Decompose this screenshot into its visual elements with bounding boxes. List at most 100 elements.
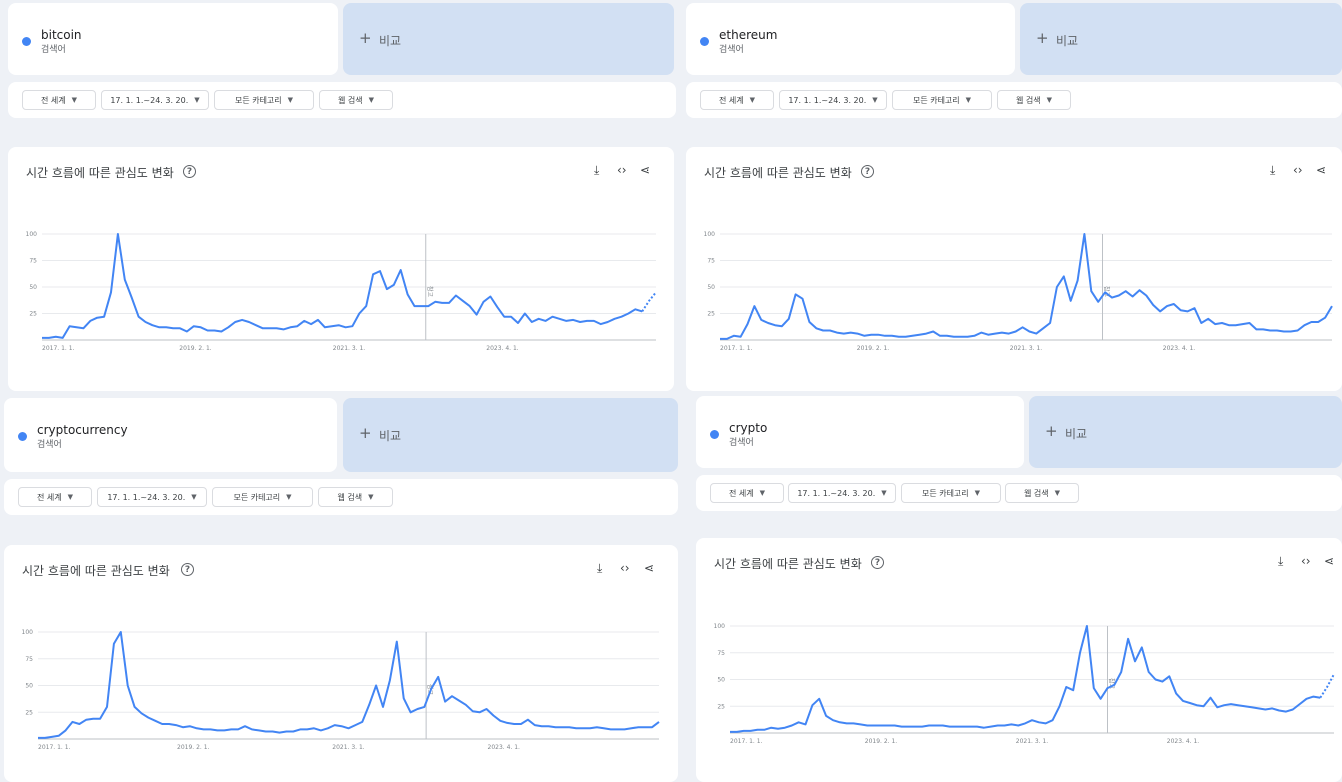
compare-label: 비교 bbox=[379, 429, 402, 443]
category-filter[interactable]: 모든 카테고리 ▼ bbox=[901, 483, 1001, 503]
trend-chart: 100 75 50 25 참고 2017. 1. 1. 2019. 2. 1. 2021. 3… bbox=[704, 231, 1333, 352]
help-circle-icon[interactable]: ? bbox=[183, 165, 196, 178]
region-filter[interactable]: 전 세계 ▼ bbox=[22, 90, 96, 110]
search-term-name: ethereum bbox=[719, 28, 778, 42]
search-term-name: bitcoin bbox=[41, 28, 82, 42]
compare-label: 비교 bbox=[1056, 34, 1079, 48]
plus-icon: + bbox=[1045, 422, 1058, 440]
download-icon[interactable]: ⤓ bbox=[1278, 554, 1284, 568]
y-tick-label: 25 bbox=[29, 311, 37, 318]
compare-button[interactable]: + 비교 bbox=[1029, 396, 1342, 468]
caret-down-icon: ▼ bbox=[67, 493, 73, 501]
search-term-card[interactable]: crypto 검색어 bbox=[696, 396, 1024, 468]
date-range-filter-label: 17. 1. 1.~24. 3. 20. bbox=[110, 95, 189, 105]
x-tick-label: 2021. 3. 1. bbox=[1010, 345, 1043, 352]
trends-panel-cryptocurrency: cryptocurrency 검색어 + 비교 전 세계 ▼ 17. 1. 1.~… bbox=[4, 398, 678, 782]
caret-down-icon: ▼ bbox=[974, 489, 981, 497]
share-icon[interactable]: ⋖ bbox=[1316, 163, 1327, 177]
series-color-dot bbox=[710, 430, 719, 439]
search-term-label: 검색어 bbox=[729, 438, 754, 448]
search-type-filter-label: 웹 검색 bbox=[1015, 95, 1041, 105]
search-type-filter[interactable]: 웹 검색 ▼ bbox=[997, 90, 1071, 110]
date-range-filter[interactable]: 17. 1. 1.~24. 3. 20. ▼ bbox=[97, 487, 207, 507]
caret-down-icon: ▼ bbox=[881, 489, 887, 497]
code-icon[interactable]: ‹› bbox=[1301, 554, 1311, 568]
download-icon[interactable]: ⤓ bbox=[597, 561, 603, 575]
x-tick-label: 2023. 4. 1. bbox=[486, 345, 519, 352]
help-circle-icon[interactable]: ? bbox=[181, 563, 194, 576]
chart-title: 시간 흐름에 따른 관심도 변화 bbox=[26, 166, 174, 180]
annotation-label: 참고 bbox=[1108, 678, 1116, 690]
y-tick-label: 100 bbox=[22, 629, 34, 636]
region-filter-label: 전 세계 bbox=[718, 95, 744, 105]
x-tick-label: 2023. 4. 1. bbox=[1167, 738, 1200, 745]
series-color-dot bbox=[22, 37, 31, 46]
region-filter[interactable]: 전 세계 ▼ bbox=[18, 487, 92, 507]
date-range-filter[interactable]: 17. 1. 1.~24. 3. 20. ▼ bbox=[788, 483, 896, 503]
search-term-card[interactable]: bitcoin 검색어 bbox=[8, 3, 338, 75]
search-term-name: crypto bbox=[729, 421, 768, 435]
search-term-label: 검색어 bbox=[41, 45, 66, 55]
category-filter[interactable]: 모든 카테고리 ▼ bbox=[214, 90, 314, 110]
region-filter-label: 전 세계 bbox=[36, 492, 62, 502]
y-tick-label: 50 bbox=[707, 284, 715, 291]
x-tick-label: 2019. 2. 1. bbox=[857, 345, 890, 352]
search-type-filter-label: 웹 검색 bbox=[337, 492, 363, 502]
share-icon[interactable]: ⋖ bbox=[640, 163, 651, 177]
compare-button[interactable]: + 비교 bbox=[343, 398, 678, 472]
download-icon[interactable]: ⤓ bbox=[594, 163, 600, 177]
compare-label: 비교 bbox=[1065, 427, 1088, 441]
x-tick-label: 2019. 2. 1. bbox=[177, 744, 210, 751]
search-type-filter-label: 웹 검색 bbox=[1023, 488, 1049, 498]
search-type-filter[interactable]: 웹 검색 ▼ bbox=[319, 90, 393, 110]
category-filter-label: 모든 카테고리 bbox=[921, 488, 969, 498]
share-icon[interactable]: ⋖ bbox=[644, 561, 655, 575]
date-range-filter-label: 17. 1. 1.~24. 3. 20. bbox=[797, 488, 876, 498]
series-line bbox=[42, 233, 643, 339]
x-tick-label: 2023. 4. 1. bbox=[488, 744, 521, 751]
x-tick-label: 2021. 3. 1. bbox=[1016, 738, 1049, 745]
date-range-filter[interactable]: 17. 1. 1.~24. 3. 20. ▼ bbox=[101, 90, 209, 110]
share-icon[interactable]: ⋖ bbox=[1324, 554, 1335, 568]
region-filter[interactable]: 전 세계 ▼ bbox=[710, 483, 784, 503]
y-tick-label: 50 bbox=[29, 284, 37, 291]
search-type-filter-label: 웹 검색 bbox=[337, 95, 363, 105]
help-circle-icon[interactable]: ? bbox=[871, 556, 884, 569]
trend-chart: 100 75 50 25 참고 2017. 1. 1. 2019. 2. 1. 2021. 3… bbox=[26, 231, 657, 352]
search-term-name: cryptocurrency bbox=[37, 423, 128, 437]
code-icon[interactable]: ‹› bbox=[1293, 163, 1303, 177]
caret-down-icon: ▼ bbox=[368, 493, 374, 501]
category-filter-label: 모든 카테고리 bbox=[233, 492, 281, 502]
category-filter[interactable]: 모든 카테고리 ▼ bbox=[892, 90, 992, 110]
filter-bar: 전 세계 ▼ 17. 1. 1.~24. 3. 20. ▼ 모든 카테고리 ▼ 웹 검… bbox=[686, 82, 1342, 118]
date-range-filter[interactable]: 17. 1. 1.~24. 3. 20. ▼ bbox=[779, 90, 887, 110]
region-filter[interactable]: 전 세계 ▼ bbox=[700, 90, 774, 110]
interest-over-time-card: 시간 흐름에 따른 관심도 변화 ? ⤓ ‹› ⋖ 100 75 50 25 참고 201… bbox=[4, 545, 678, 782]
series-color-dot bbox=[18, 432, 27, 441]
search-type-filter[interactable]: 웹 검색 ▼ bbox=[1005, 483, 1079, 503]
code-icon[interactable]: ‹› bbox=[620, 561, 630, 575]
date-range-filter-label: 17. 1. 1.~24. 3. 20. bbox=[107, 492, 186, 502]
compare-button[interactable]: + 비교 bbox=[1020, 3, 1342, 75]
category-filter[interactable]: 모든 카테고리 ▼ bbox=[212, 487, 313, 507]
plus-icon: + bbox=[359, 424, 372, 442]
caret-down-icon: ▼ bbox=[872, 96, 878, 104]
search-term-card[interactable]: ethereum 검색어 bbox=[686, 3, 1015, 75]
partial-data-line bbox=[1319, 673, 1335, 699]
x-tick-label: 2017. 1. 1. bbox=[42, 345, 75, 352]
y-tick-label: 25 bbox=[717, 703, 725, 710]
x-tick-label: 2017. 1. 1. bbox=[730, 738, 763, 745]
trends-panel-ethereum: ethereum 검색어 + 비교 전 세계 ▼ 17. 1. 1.~24. 3.… bbox=[686, 3, 1342, 391]
code-icon[interactable]: ‹› bbox=[617, 163, 627, 177]
search-type-filter[interactable]: 웹 검색 ▼ bbox=[318, 487, 393, 507]
y-tick-label: 25 bbox=[707, 311, 715, 318]
series-line bbox=[38, 631, 660, 739]
x-tick-label: 2023. 4. 1. bbox=[1163, 345, 1196, 352]
caret-down-icon: ▼ bbox=[1046, 96, 1052, 104]
plus-icon: + bbox=[1036, 29, 1049, 47]
search-term-card[interactable]: cryptocurrency 검색어 bbox=[4, 398, 337, 472]
download-icon[interactable]: ⤓ bbox=[1270, 163, 1276, 177]
compare-button[interactable]: + 비교 bbox=[343, 3, 674, 75]
help-circle-icon[interactable]: ? bbox=[861, 165, 874, 178]
y-tick-label: 75 bbox=[29, 258, 37, 265]
